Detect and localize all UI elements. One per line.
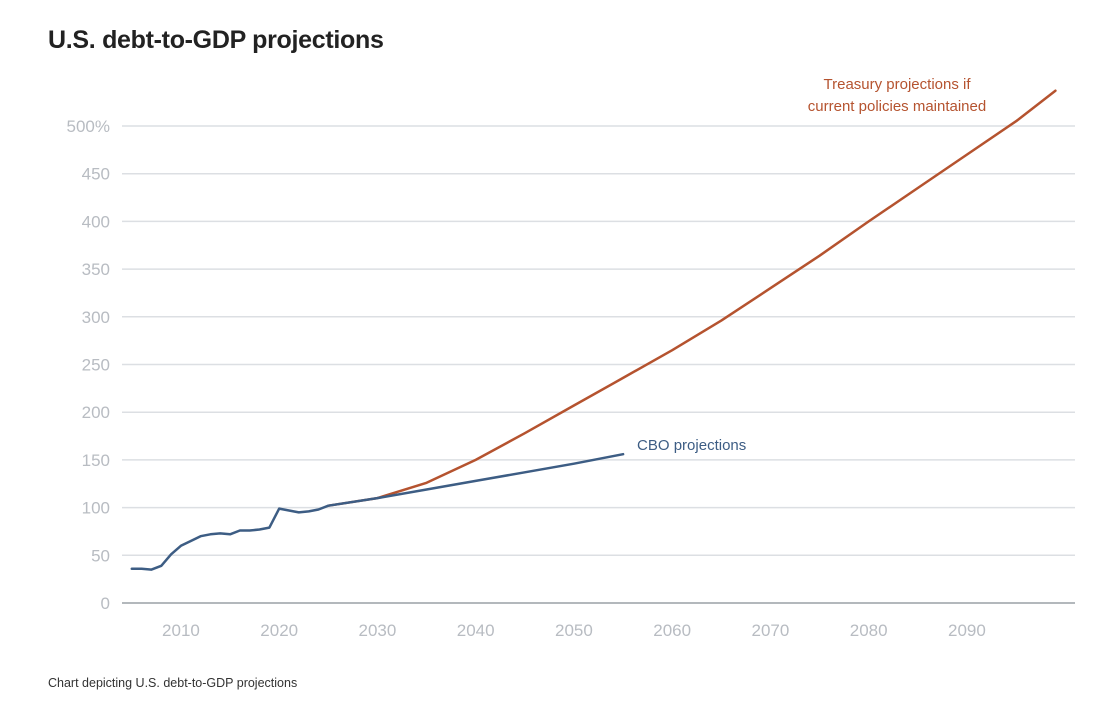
- series: [130, 89, 1057, 571]
- chart-title: U.S. debt-to-GDP projections: [48, 26, 384, 54]
- x-tick-label: 2090: [948, 621, 986, 640]
- cbo-projection-line: [130, 452, 625, 571]
- y-tick-label: 150: [82, 451, 110, 470]
- debt-to-gdp-chart: 0 50 100 150 200 250 300 350 400 450 500% 2010 2020…: [67, 76, 1075, 640]
- y-tick-label: 450: [82, 165, 110, 184]
- y-tick-label: 250: [82, 356, 110, 375]
- y-tick-label: 200: [82, 403, 110, 422]
- y-tick-label: 350: [82, 260, 110, 279]
- x-tick-label: 2060: [653, 621, 691, 640]
- x-tick-label: 2080: [850, 621, 888, 640]
- x-tick-label: 2070: [752, 621, 790, 640]
- y-tick-label: 50: [91, 546, 110, 565]
- treasury-projection-label: Treasury projections if current policies …: [808, 76, 986, 115]
- treasury-projection-line: [327, 89, 1057, 507]
- x-tick-label: 2020: [260, 621, 298, 640]
- y-tick-label: 500%: [67, 117, 110, 136]
- x-tick-label: 2030: [359, 621, 397, 640]
- x-tick-label: 2040: [457, 621, 495, 640]
- y-tick-label: 400: [82, 212, 110, 231]
- x-axis: 2010 2020 2030 2040 2050 2060 2070 2080 2090: [122, 602, 1075, 640]
- x-tick-label: 2050: [555, 621, 593, 640]
- gridlines: [122, 125, 1075, 557]
- y-tick-label: 0: [101, 594, 110, 613]
- cbo-projection-label: CBO projections: [637, 437, 746, 454]
- y-tick-label: 100: [82, 499, 110, 518]
- series-labels: Treasury projections if current policies …: [637, 76, 986, 454]
- x-tick-label: 2010: [162, 621, 200, 640]
- y-axis: 0 50 100 150 200 250 300 350 400 450 500%: [67, 117, 110, 613]
- y-tick-label: 300: [82, 308, 110, 327]
- chart-caption: Chart depicting U.S. debt-to-GDP project…: [48, 676, 298, 690]
